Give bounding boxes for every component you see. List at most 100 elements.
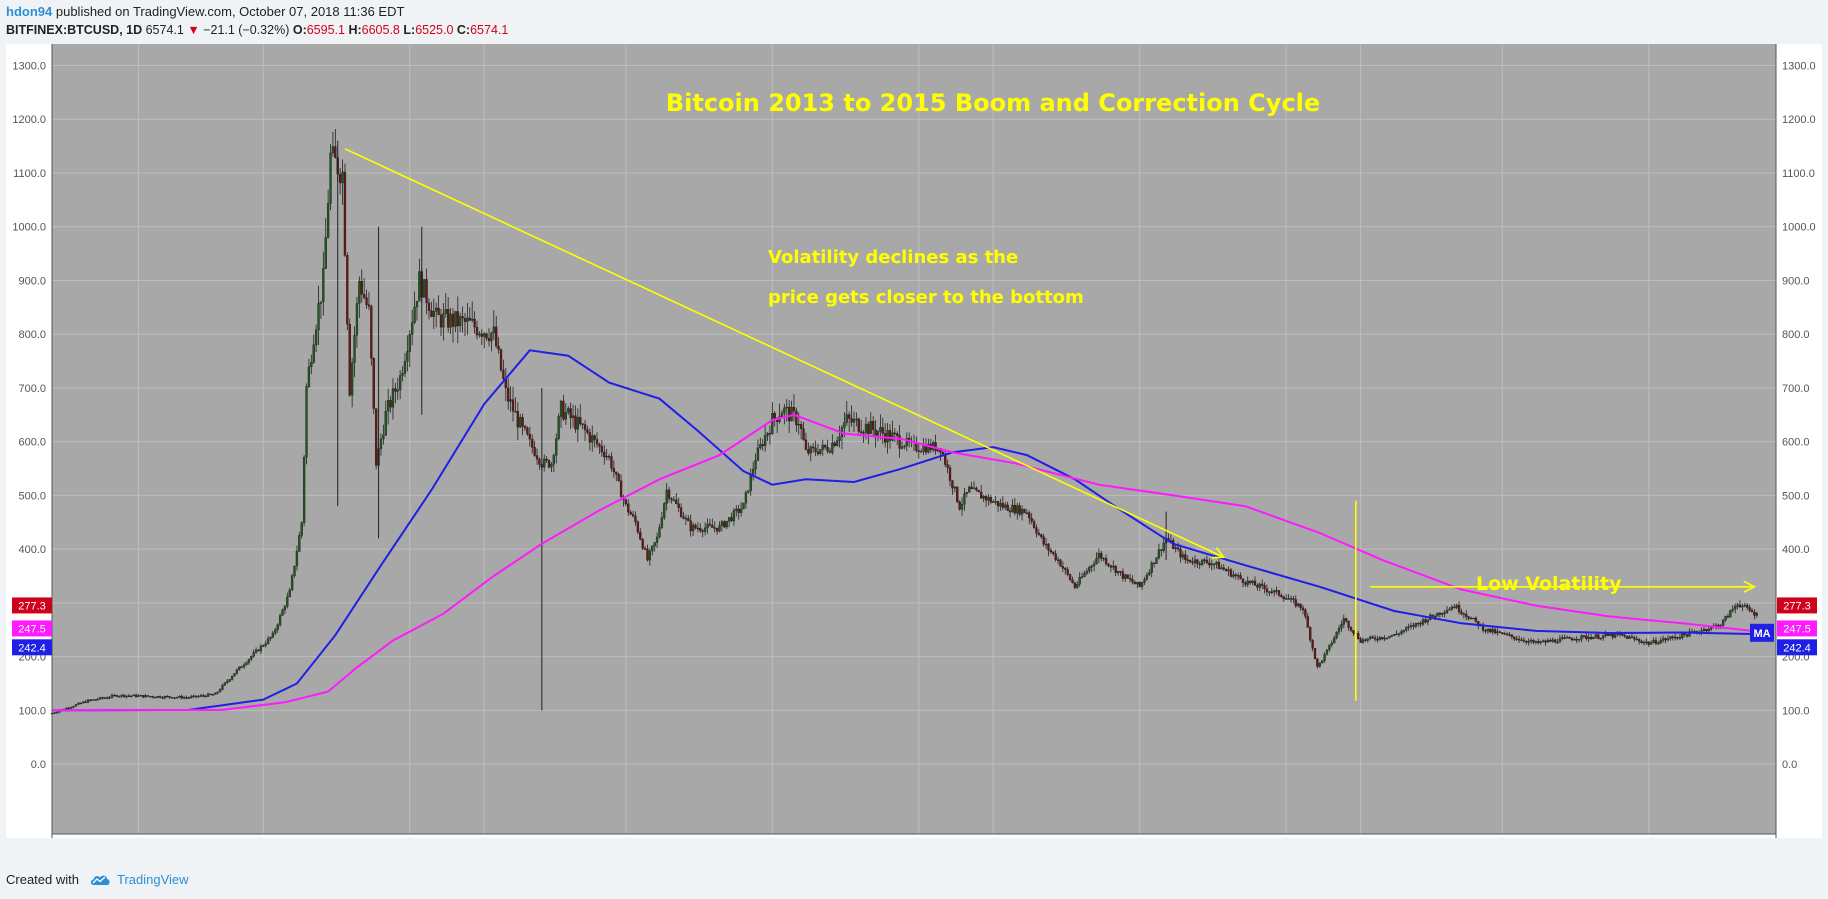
candle-body	[1666, 638, 1670, 641]
candle-body	[1006, 504, 1009, 511]
candle-body	[1037, 532, 1041, 535]
y-tick-label-left: 600.0	[18, 437, 46, 449]
candle-body	[130, 695, 133, 698]
candle-body	[490, 332, 493, 342]
tradingview-brand[interactable]: TradingView	[89, 872, 189, 887]
price-badge-left	[12, 620, 52, 637]
candle-body	[903, 445, 906, 448]
candle-body	[1155, 557, 1158, 564]
y-tick-label-right: 400.0	[1782, 544, 1810, 556]
candle-body	[384, 411, 387, 436]
candle-body	[451, 313, 455, 327]
candle-body	[1397, 633, 1401, 635]
candle-body	[1162, 542, 1165, 551]
candle-body	[1426, 619, 1429, 623]
candle-body	[252, 652, 255, 657]
candle-body	[1285, 598, 1288, 600]
candle-body	[134, 694, 138, 697]
candle-body	[185, 697, 188, 699]
candle-body	[1059, 559, 1062, 567]
candle-body	[624, 499, 628, 505]
y-tick-label-right: 100.0	[1782, 705, 1810, 717]
candle-body	[1431, 614, 1434, 617]
candle-body	[456, 311, 459, 327]
candle-body	[646, 548, 649, 561]
y-tick-label-right: 1300.0	[1782, 60, 1816, 72]
candle-body	[1020, 508, 1024, 515]
candle-body	[994, 500, 997, 503]
candle-body	[696, 527, 700, 530]
candle-body	[751, 468, 755, 475]
candle-body	[1755, 612, 1758, 616]
candle-body	[648, 550, 652, 561]
candle-body	[874, 429, 877, 436]
candle-body	[204, 695, 207, 698]
candle-body	[675, 499, 678, 505]
candle-body	[528, 433, 531, 440]
candle-body	[103, 697, 106, 699]
candle-body	[113, 694, 116, 697]
candle-body	[1186, 559, 1189, 561]
candle-body	[1467, 616, 1470, 619]
candle-body	[1318, 662, 1321, 667]
candle-body	[1049, 549, 1053, 553]
candle-body	[1054, 553, 1057, 560]
candle-body	[331, 146, 335, 154]
moving-averages	[51, 349, 1757, 712]
candle-body	[401, 373, 404, 376]
candle-body	[802, 428, 805, 441]
author-name[interactable]: hdon94	[6, 4, 53, 19]
candle-body	[242, 664, 246, 667]
candle-body	[202, 695, 205, 697]
candle-body	[1210, 563, 1213, 566]
y-tick-label-right: 700.0	[1782, 383, 1810, 395]
candle-body	[795, 410, 798, 426]
candle-body	[163, 696, 167, 699]
candle-body	[1301, 607, 1305, 611]
candle-body	[96, 698, 99, 701]
candle-body	[1601, 635, 1605, 639]
candle-body	[139, 695, 143, 697]
candle-body	[1333, 637, 1336, 644]
candle-body	[190, 696, 193, 698]
candle-body	[641, 539, 644, 549]
candle-body	[101, 697, 104, 699]
candle-body	[360, 281, 363, 295]
candle-body	[730, 517, 733, 522]
candle-body	[1676, 637, 1679, 639]
candle-body	[1568, 636, 1571, 639]
candle-body	[571, 415, 575, 419]
candle-body	[511, 399, 515, 412]
candle-body	[379, 438, 383, 449]
candle-body	[576, 416, 580, 430]
candle-body	[1013, 504, 1017, 514]
candle-body	[927, 443, 930, 453]
candle-body	[218, 689, 222, 693]
candle-body	[1738, 604, 1742, 608]
chart-frame[interactable]: 0.0100.0200.0300.0400.0500.0600.0700.080…	[6, 44, 1822, 838]
candle-body	[1080, 576, 1084, 578]
candle-body	[1390, 635, 1393, 637]
candle-body	[1594, 634, 1598, 638]
candle-body	[1176, 547, 1180, 550]
candle-body	[867, 423, 870, 435]
open-label: O:	[292, 23, 307, 37]
price-chart[interactable]: 0.0100.0200.0300.0400.0500.0600.0700.080…	[6, 44, 1822, 838]
candle-body	[1489, 628, 1492, 633]
candle-body	[660, 517, 664, 528]
price-badge-left-text: 247.5	[18, 623, 46, 635]
candle-body	[1088, 567, 1091, 572]
candle-body	[1361, 639, 1365, 643]
close-label: C:	[456, 23, 471, 37]
candle-body	[672, 499, 676, 502]
candle-body	[1337, 628, 1341, 633]
candle-body	[1112, 565, 1115, 568]
price-badge-right	[1777, 639, 1817, 656]
candle-body	[670, 498, 673, 501]
candle-body	[1673, 636, 1677, 639]
candle-body	[154, 696, 157, 699]
y-axis-right: 0.0100.0200.0300.0400.0500.0600.0700.080…	[1775, 44, 1816, 838]
candle-body	[1630, 636, 1634, 638]
candle-body	[1592, 636, 1595, 640]
candle-body	[435, 307, 438, 312]
